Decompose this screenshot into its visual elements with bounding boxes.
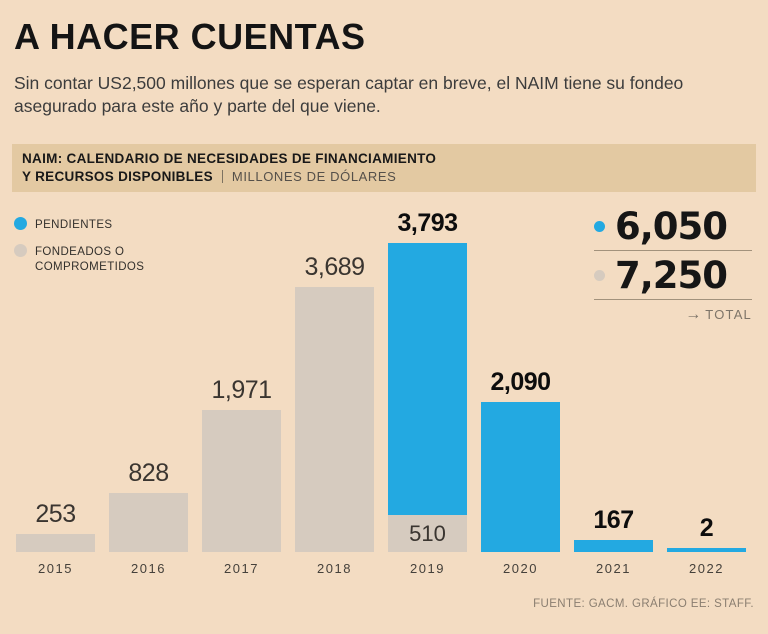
totals-panel: 6,050 7,250 → TOTAL: [594, 208, 752, 324]
pendientes-dot-icon: [594, 221, 605, 232]
bar-segment-pendientes: [481, 402, 560, 552]
subtitle: Sin contar US2,500 millones que se esper…: [14, 73, 684, 117]
bar-segment-pendientes: [574, 540, 653, 552]
bar-value-label: 1,971: [211, 376, 272, 404]
bar-value-label: 253: [35, 500, 76, 528]
fondeados-dot-icon: [594, 270, 605, 281]
legend-label-pendientes: PENDIENTES: [35, 219, 113, 231]
bar-segment-fondeados: [16, 534, 95, 552]
right-arrow-icon: →: [685, 306, 702, 323]
bar-column-2015: 253 2015: [16, 500, 95, 576]
bar-segment-fondeados: [295, 287, 374, 552]
bar-value-label: 2,090: [490, 368, 551, 396]
x-axis-label: 2017: [224, 561, 259, 576]
bar-segment-fondeados: 510: [388, 515, 467, 552]
bar-chart: 253 2015 828 2016 1,971 2017 3,689 2018 3,793 510…: [16, 200, 746, 576]
x-axis-label: 2016: [131, 561, 166, 576]
chart-header-band: NAIM: CALENDARIO DE NECESIDADES DE FINAN…: [12, 144, 756, 192]
total-row-pendientes: 6,050: [594, 208, 752, 251]
chart-title-line2: Y RECURSOS DISPONIBLES MILLONES DE DÓLARE…: [22, 169, 746, 184]
pendientes-swatch-icon: [14, 217, 27, 230]
divider: [221, 170, 223, 183]
bar-column-2019: 3,793 510 2019: [388, 209, 467, 576]
bar-column-2018: 3,689 2018: [295, 253, 374, 576]
legend-label-fondeados: FONDEADOS O COMPROMETIDOS: [35, 245, 145, 274]
bar-column-2016: 828 2016: [109, 459, 188, 576]
bar-value-label: 2: [699, 514, 714, 542]
x-axis-label: 2019: [410, 561, 445, 576]
bar-value-label: 167: [593, 506, 634, 534]
page-title: A HACER CUENTAS: [14, 16, 366, 57]
legend-item-fondeados: FONDEADOS O COMPROMETIDOS: [14, 243, 145, 276]
total-fondeados: 7,250: [615, 254, 728, 297]
bar-segment-fondeados: [202, 410, 281, 552]
legend: PENDIENTES FONDEADOS O COMPROMETIDOS: [14, 217, 144, 286]
bar-column-2020: 2,090 2020: [481, 368, 560, 576]
chart-units-label: MILLONES DE DÓLARES: [231, 169, 397, 184]
chart-title-line1: NAIM: CALENDARIO DE NECESIDADES DE FINAN…: [22, 151, 437, 166]
legend-item-pendientes: PENDIENTES: [14, 217, 144, 234]
x-axis-label: 2021: [596, 561, 631, 576]
bar-column-2021: 167 2021: [574, 506, 653, 576]
chart-title-line2-bold: Y RECURSOS DISPONIBLES: [22, 169, 213, 184]
source-credit: FUENTE: GACM. GRÁFICO EE: STAFF.: [533, 598, 754, 610]
bar-segment-pendientes: [388, 243, 467, 515]
total-pendientes: 6,050: [615, 205, 728, 248]
total-label-text: TOTAL: [705, 307, 752, 322]
bar-value-label: 3,793: [397, 209, 458, 237]
x-axis-label: 2020: [503, 561, 538, 576]
total-label: → TOTAL: [594, 306, 752, 324]
bar-column-2022: 2 2022: [667, 514, 746, 576]
bar-column-2017: 1,971 2017: [202, 376, 281, 576]
fondeados-swatch-icon: [14, 243, 27, 257]
bar-value-label: 828: [128, 459, 169, 487]
x-axis-label: 2018: [317, 561, 352, 576]
x-axis-label: 2015: [38, 561, 73, 576]
bar-value-label: 3,689: [304, 253, 365, 281]
bar-segment-fondeados: [109, 493, 188, 552]
bar-segment-pendientes: [667, 548, 746, 552]
total-row-fondeados: 7,250: [594, 257, 752, 300]
x-axis-label: 2022: [689, 561, 724, 576]
